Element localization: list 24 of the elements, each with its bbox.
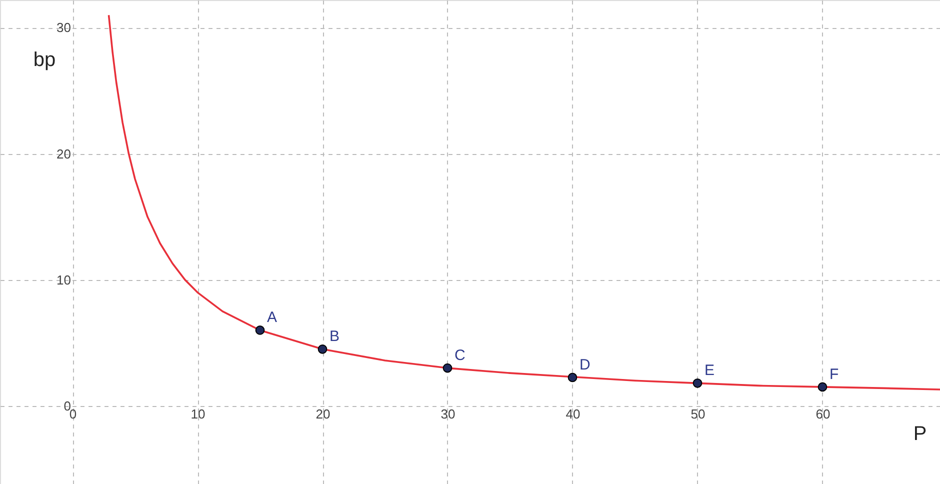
x-tick-label: 60: [816, 406, 830, 422]
annotation: B: [330, 328, 340, 346]
point: [692, 378, 702, 388]
y-tick-label: 20: [56, 146, 71, 162]
point: [255, 326, 265, 335]
point: [818, 382, 828, 392]
annotation: A: [267, 309, 278, 326]
annotation: F: [830, 366, 839, 383]
y-tick-label: 30: [56, 20, 71, 36]
x-tick-label: 20: [316, 406, 330, 422]
y-axis-title: bp: [33, 49, 56, 71]
point: [442, 363, 452, 373]
annotation: E: [704, 362, 715, 380]
x-axis-title: P: [913, 422, 927, 445]
point: [318, 344, 328, 354]
x-tick-label: 40: [566, 406, 580, 422]
annotation: D: [580, 356, 590, 374]
x-tick-label: 10: [190, 406, 206, 422]
annotation: C: [454, 347, 466, 364]
x-tick-label: 30: [440, 406, 456, 422]
x-tick-label: 50: [690, 406, 706, 422]
point: [568, 372, 578, 382]
line-series: [108, 14, 940, 390]
y-tick-label: 10: [56, 272, 71, 288]
